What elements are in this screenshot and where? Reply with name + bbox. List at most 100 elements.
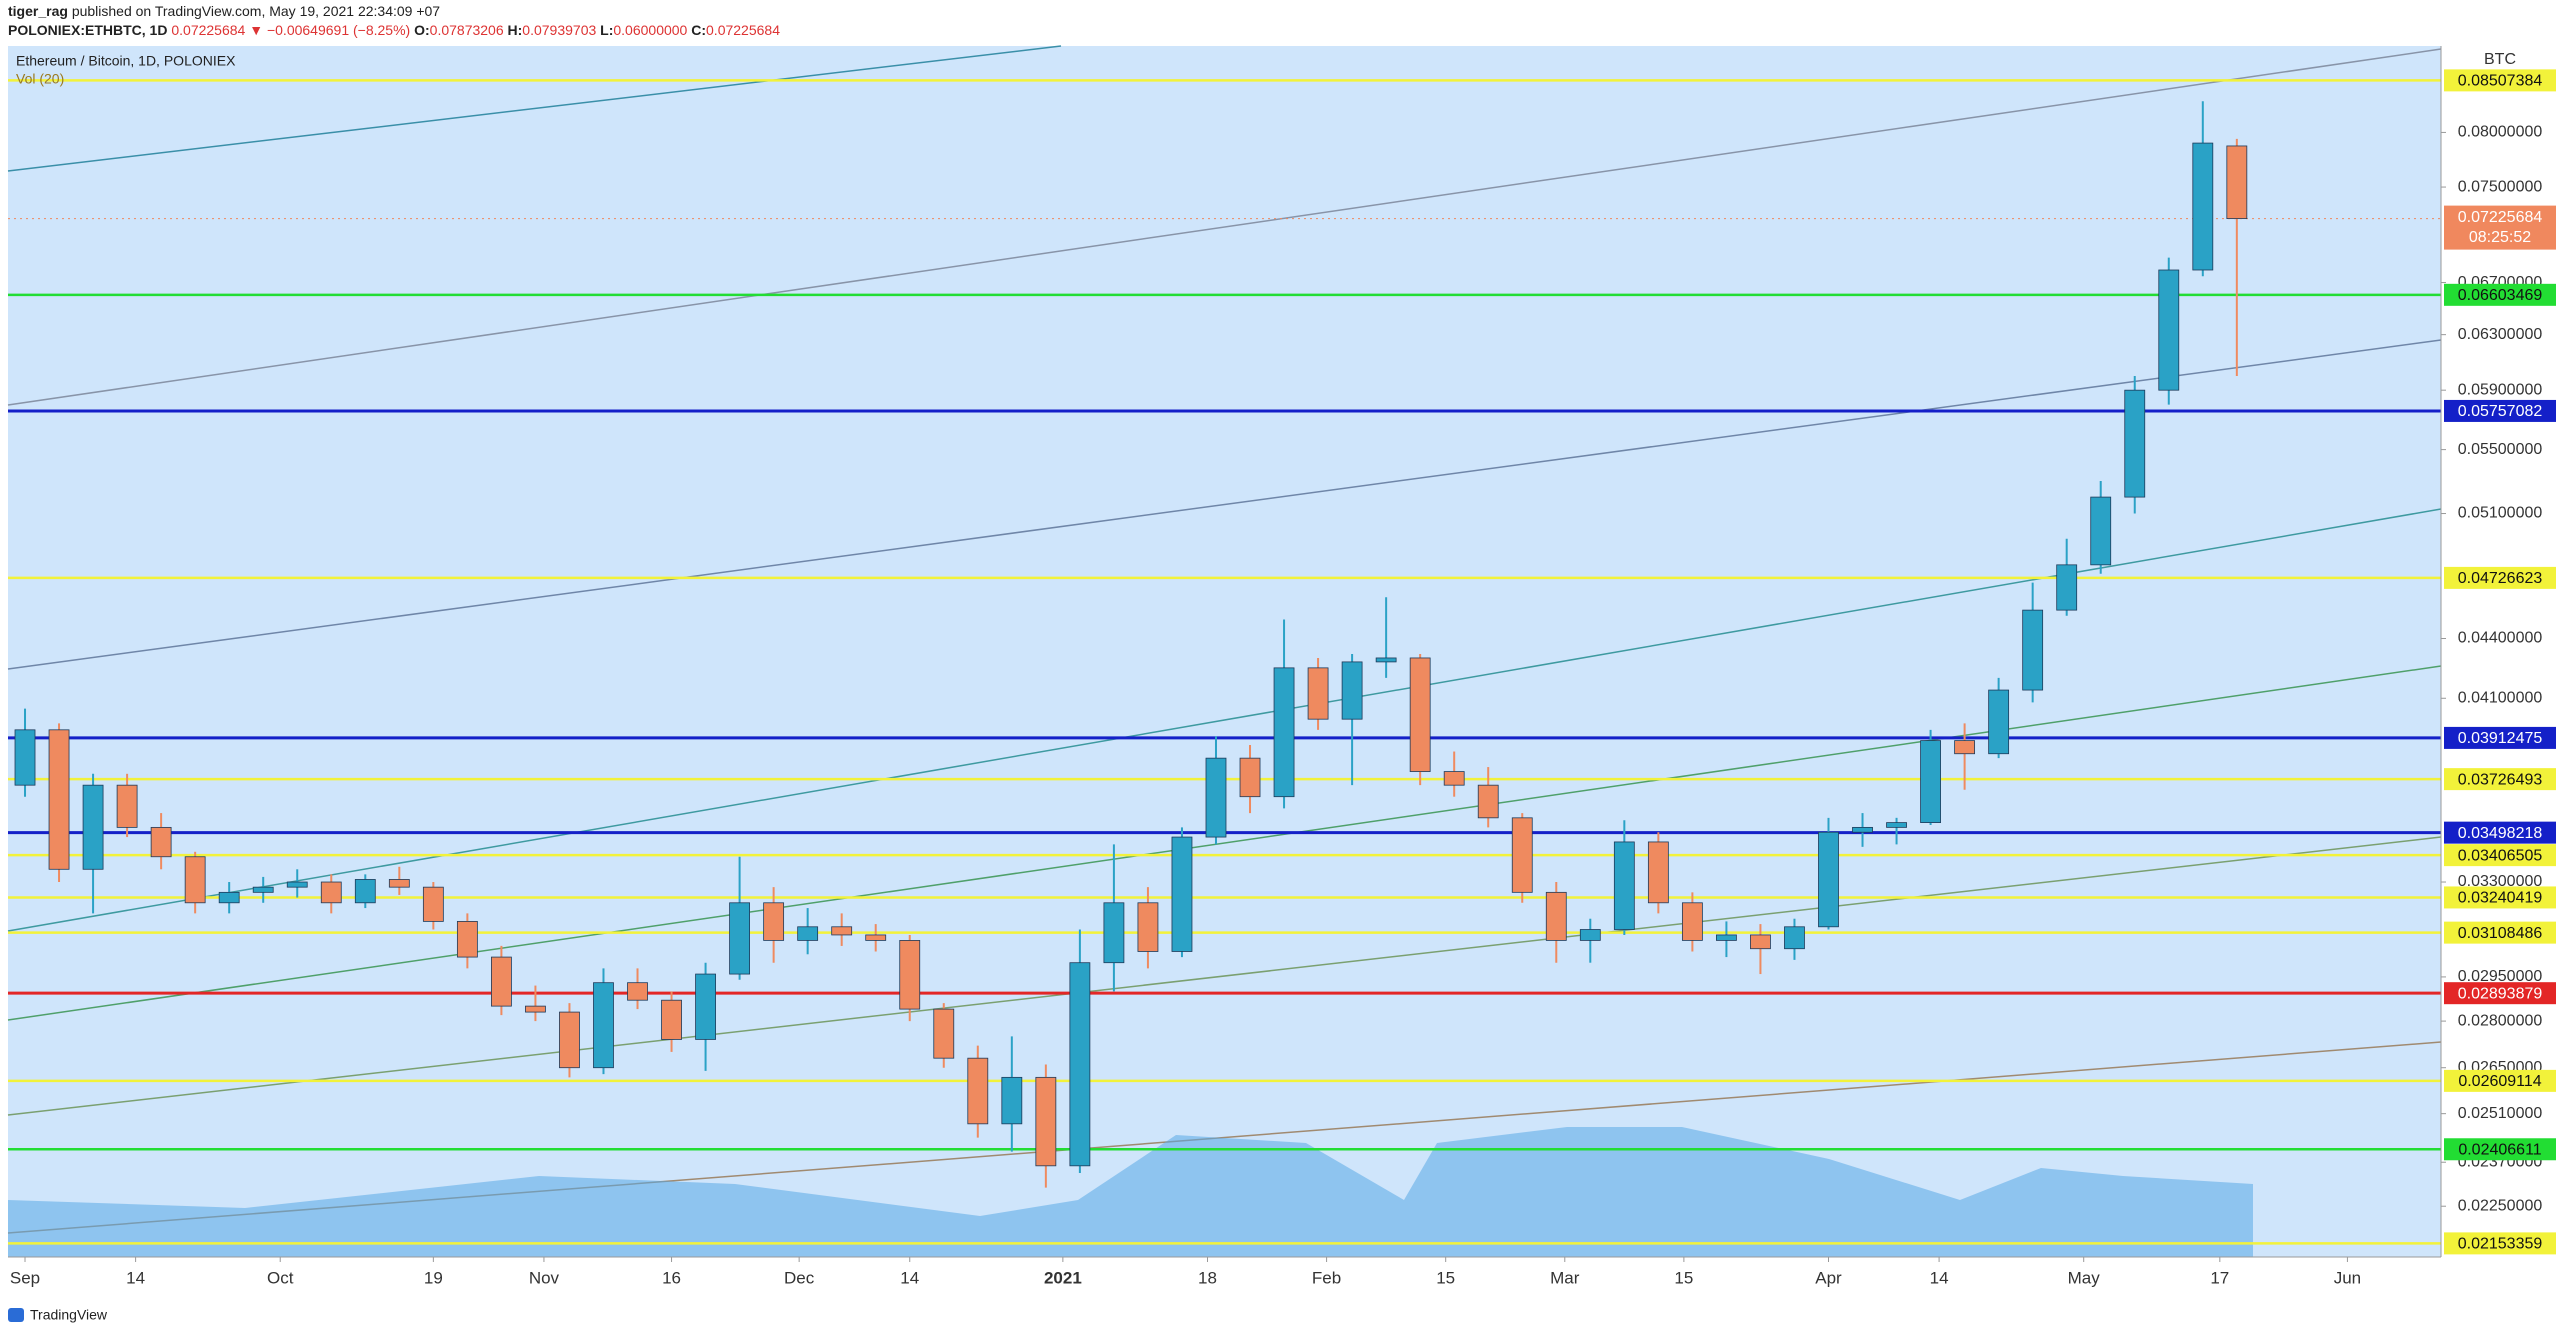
candle-body [967, 1057, 989, 1125]
candle-body [1001, 1076, 1023, 1125]
candle-body [1409, 657, 1431, 772]
candle-body [491, 956, 512, 1007]
level-label: 0.03406505 [2458, 847, 2543, 864]
published: published on TradingView.com, May 19, 20… [72, 3, 440, 19]
countdown-label: 08:25:52 [2469, 229, 2531, 246]
candle-body [422, 886, 444, 922]
x-tick-label: Dec [784, 1268, 815, 1287]
x-tick-label: 14 [900, 1268, 919, 1287]
trendline [7, 836, 2442, 1116]
candle-body [1579, 929, 1601, 941]
candle-body [320, 881, 342, 904]
candle-body [729, 902, 751, 975]
l-key: L: [600, 22, 613, 38]
candle-body [252, 886, 274, 893]
h-value: 0.07939703 [522, 22, 596, 38]
trendline [7, 339, 2442, 670]
level-label-box [2444, 982, 2556, 1005]
candle-body [1716, 934, 1737, 941]
level-label-box [2444, 886, 2556, 909]
candle-body [1613, 841, 1635, 930]
candle-body [1954, 740, 1976, 755]
x-tick-label: 16 [662, 1268, 681, 1287]
x-tick-label: Mar [1550, 1268, 1580, 1287]
x-tick-label: 14 [126, 1268, 145, 1287]
series-legend: Ethereum / Bitcoin, 1D, POLONIEX [16, 53, 236, 69]
candle-body [1988, 689, 2010, 755]
candle-body [1681, 902, 1703, 941]
level-label-box [2444, 1138, 2556, 1161]
candle-body [899, 940, 921, 1010]
candle-body [1750, 934, 1771, 950]
candle-body [797, 926, 819, 941]
candle-body [150, 826, 172, 858]
y-tick-label: 0.02950000 [2458, 968, 2543, 985]
candle-body [456, 920, 478, 958]
level-label: 0.03498218 [2458, 825, 2543, 842]
x-tick-label: Feb [1312, 1268, 1341, 1287]
candle-body [82, 784, 104, 870]
candle-body [2124, 389, 2146, 498]
candle-body [1511, 817, 1533, 893]
candle-body [933, 1008, 955, 1059]
y-tick-label: 0.03300000 [2458, 873, 2543, 890]
candle-body [1137, 902, 1159, 952]
level-label: 0.05757082 [2458, 403, 2543, 420]
brand-icon [8, 1308, 24, 1322]
candle-body [1443, 771, 1465, 786]
brand: TradingView [30, 1307, 108, 1323]
level-label: 0.02609114 [2458, 1073, 2541, 1090]
candle-body [2022, 609, 2044, 691]
x-tick-label: 17 [2210, 1268, 2229, 1287]
y-tick-label: 0.06300000 [2458, 326, 2543, 343]
trendline [7, 48, 2442, 406]
candle-body [2192, 142, 2214, 271]
candle-body [1239, 757, 1261, 798]
candle-body [1307, 667, 1329, 720]
candle-body [763, 902, 785, 941]
candle-body [14, 729, 36, 786]
symbol-line: POLONIEX:ETHBTC, 1D 0.07225684 ▼ −0.0064… [8, 22, 780, 38]
x-tick-label: 2021 [1044, 1268, 1082, 1287]
last-price-label: 0.07225684 [2458, 209, 2543, 226]
y-tick-label: 0.05500000 [2458, 441, 2543, 458]
candle-body [593, 982, 614, 1069]
candle-body [695, 973, 716, 1040]
candle-body [1035, 1076, 1057, 1167]
y-tick-label: 0.05100000 [2458, 505, 2543, 522]
x-tick-label: Jun [2334, 1268, 2361, 1287]
candle-body [1171, 836, 1193, 952]
symbol: POLONIEX:ETHBTC, 1D [8, 22, 167, 38]
level-label: 0.04726623 [2458, 570, 2543, 587]
x-tick-label: Nov [529, 1268, 560, 1287]
o-key: O: [414, 22, 430, 38]
level-label-box [2444, 1232, 2556, 1255]
c-key: C: [691, 22, 706, 38]
level-label-box [2444, 768, 2556, 791]
y-tick-label: 0.04400000 [2458, 630, 2543, 647]
candle-body [1647, 841, 1669, 904]
candles [14, 101, 2248, 1188]
candle-body [286, 881, 308, 888]
l-value: 0.06000000 [613, 22, 687, 38]
level-label-box [2444, 566, 2556, 589]
level-label: 0.03108486 [2458, 925, 2543, 942]
x-tick-label: 19 [424, 1268, 443, 1287]
change: ▼ −0.00649691 (−8.25%) [249, 22, 410, 38]
indicator-legend: Vol (20) [16, 71, 64, 87]
candle-body [388, 879, 410, 888]
level-label: 0.02153359 [2458, 1236, 2543, 1253]
trendline [7, 665, 2442, 1021]
candle-body [865, 934, 887, 941]
y-tick-label: 0.02510000 [2458, 1105, 2543, 1122]
x-tick-label: Apr [1815, 1268, 1842, 1287]
volume-ma-area [8, 1127, 2253, 1257]
publisher-line: tiger_rag published on TradingView.com, … [8, 3, 440, 19]
o-value: 0.07873206 [430, 22, 504, 38]
candle-body [1341, 661, 1363, 720]
level-label-box [2444, 726, 2556, 749]
level-label: 0.03240419 [2458, 890, 2543, 907]
x-tick-label: May [2068, 1268, 2101, 1287]
level-label: 0.02406611 [2458, 1141, 2541, 1158]
